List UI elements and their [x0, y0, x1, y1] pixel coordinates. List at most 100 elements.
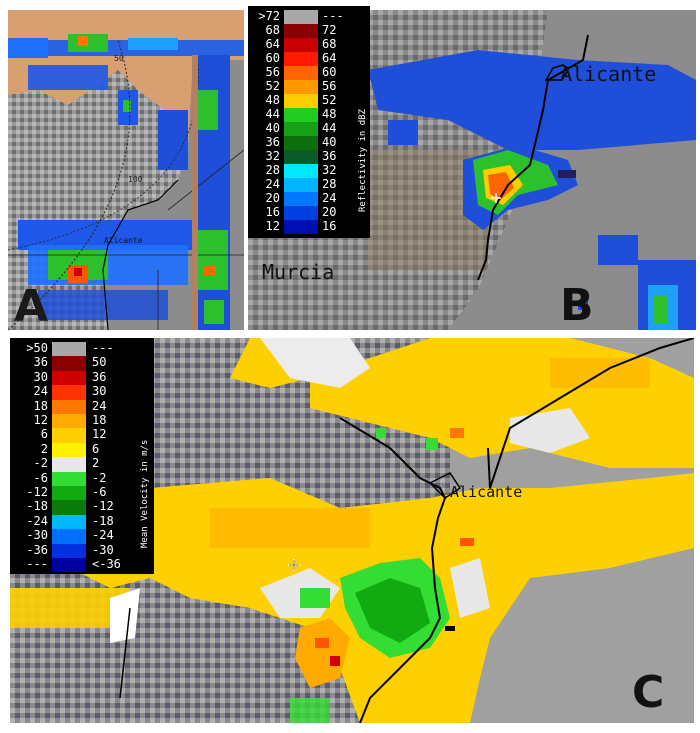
legend-value-high: 30 [92, 384, 107, 399]
legend-row: 32 36 [248, 149, 370, 164]
legend-value-low: 64 [265, 37, 280, 51]
legend-value-high: 60 [322, 65, 337, 79]
legend-swatch [52, 370, 86, 386]
legend-value-high: -24 [92, 528, 114, 543]
legend-swatch [52, 486, 86, 501]
legend-value-high: 64 [322, 51, 337, 65]
legend-value-low: 44 [265, 107, 280, 121]
legend-value-high: 12 [92, 427, 107, 442]
range-label-100: 100 [128, 175, 143, 184]
legend-swatch [284, 122, 318, 136]
legend-swatch [52, 529, 86, 544]
panel-b-city-murcia: Murcia [262, 260, 335, 284]
legend-row: >50 --- [10, 341, 154, 357]
legend-swatch [284, 24, 318, 38]
legend-value-low: 52 [265, 79, 280, 93]
legend-value-high: 6 [92, 441, 100, 456]
legend-swatch [52, 399, 86, 414]
legend-row: 52 56 [248, 79, 370, 94]
legend-row: 24 30 [10, 384, 154, 400]
legend-swatch [52, 543, 86, 558]
legend-row: -2 2 [10, 456, 154, 472]
legend-row: 30 36 [10, 369, 154, 386]
legend-swatch [284, 220, 318, 234]
legend-value-low: -18 [26, 499, 48, 514]
legend-swatch [52, 500, 86, 515]
legend-swatch [284, 150, 318, 164]
legend-value-low: 60 [265, 51, 280, 65]
legend-value-low: >72 [258, 9, 280, 23]
legend-value-high: 24 [92, 398, 107, 413]
legend-value-low: 16 [265, 205, 280, 219]
legend-row: --- <-36 [10, 557, 154, 573]
legend-value-high: 16 [322, 219, 337, 233]
legend-swatch [52, 342, 86, 357]
legend-value-low: 2 [40, 441, 48, 456]
legend-value-high: 56 [322, 79, 337, 93]
legend-swatch [52, 428, 86, 443]
legend-swatch [284, 94, 318, 108]
legend-value-low: 28 [265, 163, 280, 177]
legend-row: -18 -12 [10, 499, 154, 515]
legend-swatch [284, 136, 318, 150]
legend-value-low: -2 [33, 456, 48, 471]
panel-c-letter: C [632, 667, 665, 718]
legend-row: 36 40 [248, 135, 370, 150]
legend-value-high: <-36 [92, 557, 121, 571]
legend-row: -30 -24 [10, 528, 154, 544]
legend-value-low: 18 [33, 398, 48, 413]
legend-value-low: -12 [26, 485, 48, 499]
legend-row: -12 -6 [10, 485, 154, 501]
legend-swatch [284, 164, 318, 178]
legend-value-high: 40 [322, 135, 337, 149]
legend-value-low: 36 [265, 135, 280, 149]
legend-row: 68 72 [248, 23, 370, 38]
legend-swatch [52, 385, 86, 400]
legend-value-high: --- [322, 9, 344, 23]
legend-row: >72 --- [248, 9, 370, 24]
panel-a-city-alicante: Alicante [104, 236, 143, 245]
legend-value-high: 72 [322, 23, 337, 37]
legend-value-high: 24 [322, 191, 337, 205]
legend-value-high: 28 [322, 177, 337, 191]
legend-row: 24 28 [248, 177, 370, 192]
legend-swatch [284, 108, 318, 122]
legend-value-high: 50 [92, 355, 107, 370]
legend-swatch [284, 80, 318, 94]
legend-value-low: 24 [265, 177, 280, 191]
panel-a-map [8, 34, 244, 330]
legend-value-low: 24 [33, 384, 48, 399]
legend-value-low: -6 [33, 470, 48, 485]
legend-row: 16 20 [248, 205, 370, 220]
legend-value-low: -24 [26, 513, 48, 528]
legend-value-low: 68 [265, 23, 280, 37]
legend-value-high: --- [92, 341, 114, 355]
panel-c-city-alicante: Alicante [450, 483, 523, 501]
legend-value-high: 18 [92, 413, 107, 427]
legend-value-low: 6 [40, 427, 48, 442]
legend-value-low: 32 [265, 149, 280, 163]
legend-value-high: 2 [92, 456, 100, 471]
legend-row: 36 50 [10, 355, 154, 371]
legend-value-low: 12 [33, 413, 48, 427]
legend-value-high: 68 [322, 37, 337, 51]
legend-row: 12 16 [248, 219, 370, 234]
legend-value-high: 32 [322, 163, 337, 177]
legend-swatch [284, 66, 318, 80]
legend-swatch [52, 457, 86, 472]
legend-swatch [284, 38, 318, 52]
legend-value-low: 36 [33, 355, 48, 370]
legend-swatch [52, 514, 86, 530]
legend-value-high: -2 [92, 470, 107, 485]
legend-value-high: 36 [92, 369, 107, 384]
legend-row: 56 60 [248, 65, 370, 80]
panel-c-map [10, 338, 694, 723]
legend-value-low: 40 [265, 121, 280, 135]
legend-swatch [52, 442, 86, 458]
legend-value-low: -30 [26, 528, 48, 543]
legend-swatch [52, 558, 86, 573]
legend-row: 20 24 [248, 191, 370, 206]
legend-row: 40 44 [248, 121, 370, 136]
legend-value-low: -36 [26, 542, 48, 557]
panel-c: Alicante C [10, 338, 694, 723]
